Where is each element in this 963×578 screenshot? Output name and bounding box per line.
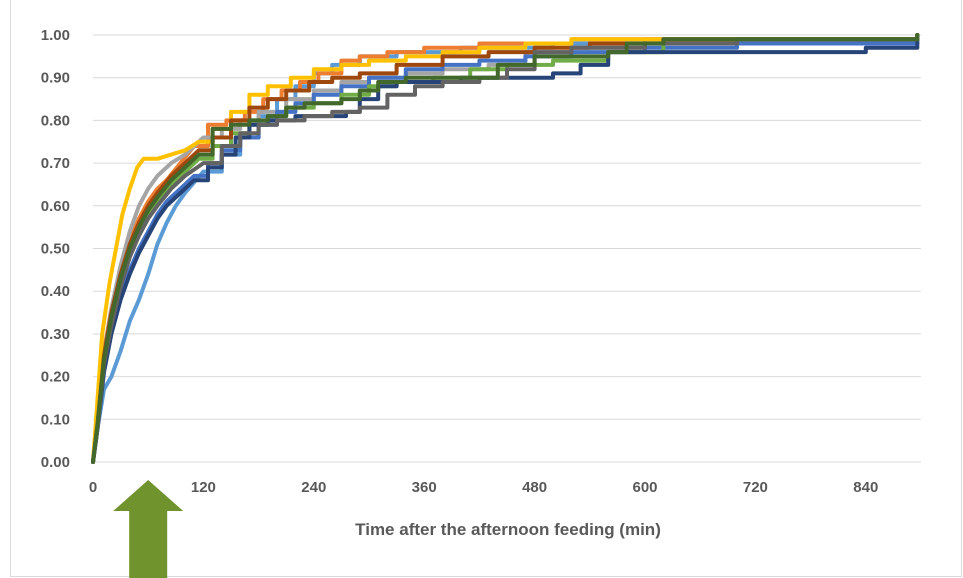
x-tick-label: 480	[522, 479, 547, 496]
x-tick-label: 720	[743, 479, 768, 496]
y-tick-label: 0.30	[41, 326, 70, 343]
x-tick-label: 0	[89, 479, 97, 496]
series-line	[91, 33, 920, 464]
chart-frame	[10, 0, 962, 577]
gridlines	[93, 34, 921, 420]
y-tick-label: 0.50	[41, 241, 70, 258]
series-line	[91, 33, 920, 464]
x-tick-label: 120	[191, 479, 216, 496]
x-axis-label: Time after the afternoon feeding (min)	[355, 520, 661, 539]
series-line	[91, 33, 920, 464]
y-tick-label: 0.40	[41, 283, 70, 300]
x-tick-label: 360	[412, 479, 437, 496]
x-tick-label: 840	[853, 479, 878, 496]
series-line	[91, 33, 920, 464]
y-tick-label: 0.70	[41, 155, 70, 172]
x-tick-label: 600	[632, 479, 657, 496]
y-tick-label: 0.90	[41, 70, 70, 87]
arrow-annotation	[113, 480, 184, 578]
y-tick-label: 1.00	[41, 27, 70, 44]
up-arrow-shape	[113, 480, 184, 578]
y-tick-label: 0.20	[41, 369, 70, 386]
series-layer	[91, 33, 920, 464]
tick-labels: 0.00 0.10 0.20 0.30 0.40 0.50 0.60 0.70 0.80 0.90…	[41, 27, 879, 496]
y-tick-label: 0.60	[41, 198, 70, 215]
y-tick-label: 0.80	[41, 112, 70, 129]
y-tick-label: 0.10	[41, 411, 70, 428]
y-tick-label: 0.00	[41, 454, 70, 471]
x-tick-label: 240	[301, 479, 326, 496]
series-line	[91, 33, 920, 464]
